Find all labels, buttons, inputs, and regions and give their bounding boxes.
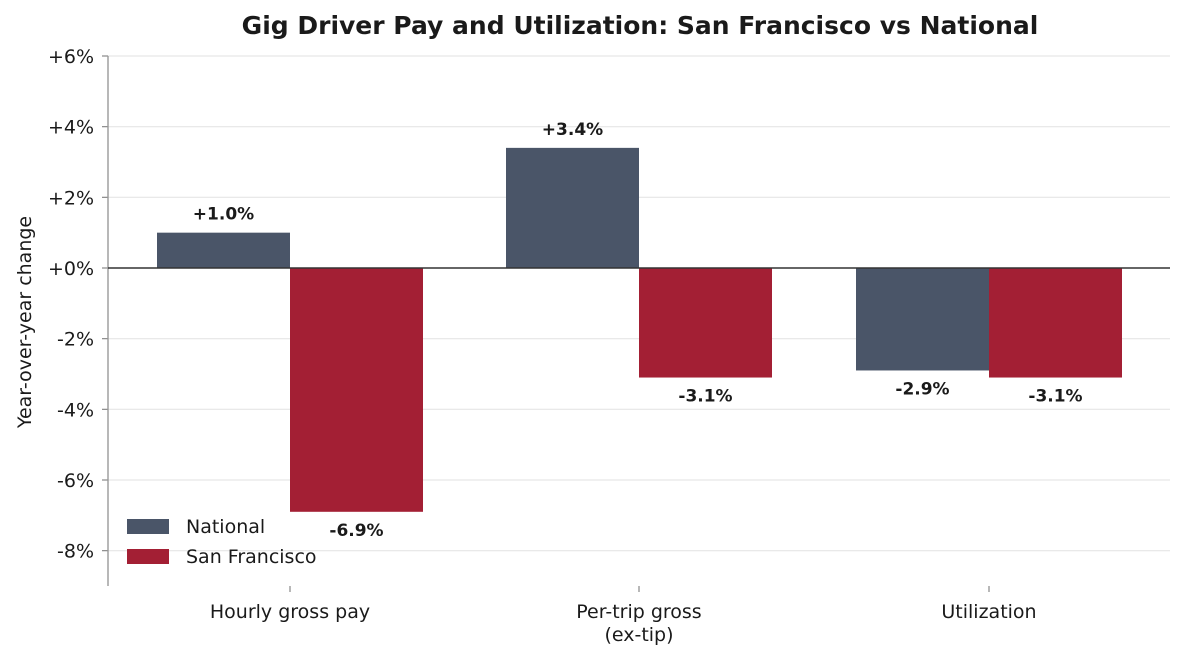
legend-swatch bbox=[127, 549, 169, 564]
data-label: -3.1% bbox=[678, 387, 732, 407]
y-tick-label: -8% bbox=[57, 541, 94, 563]
bars-layer bbox=[157, 147, 1122, 512]
y-tick-label: -2% bbox=[57, 329, 94, 351]
labels-layer: +1.0% +3.4% -2.9% -6.9% -3.1% -3.1% bbox=[193, 120, 1083, 541]
y-tick-label: +2% bbox=[48, 187, 94, 209]
legend-label: San Francisco bbox=[186, 546, 317, 568]
data-label: +3.4% bbox=[542, 120, 603, 140]
bar bbox=[856, 268, 989, 371]
legend-label: National bbox=[186, 516, 265, 538]
axis-layer: +6% +4% +2% +0% -2% -4% -6% -8% Hourly gross pay… bbox=[48, 46, 1170, 646]
bar bbox=[639, 268, 772, 378]
bar bbox=[290, 268, 423, 512]
x-tick-label: Utilization bbox=[941, 601, 1036, 623]
x-tick-label: (ex-tip) bbox=[604, 624, 673, 646]
data-label: -2.9% bbox=[895, 379, 949, 399]
x-tick-label: Per-trip gross bbox=[576, 601, 701, 623]
y-tick-label: -6% bbox=[57, 470, 94, 492]
legend: National San Francisco bbox=[127, 516, 317, 568]
bar bbox=[157, 232, 290, 268]
bar bbox=[506, 147, 639, 268]
y-tick-label: +4% bbox=[48, 117, 94, 139]
y-tick-label: +0% bbox=[48, 258, 94, 280]
data-label: +1.0% bbox=[193, 205, 254, 225]
y-tick-label: -4% bbox=[57, 399, 94, 421]
x-tick-label: Hourly gross pay bbox=[210, 601, 370, 623]
y-tick-label: +6% bbox=[48, 46, 94, 68]
legend-swatch bbox=[127, 519, 169, 534]
data-label: -3.1% bbox=[1028, 387, 1082, 407]
data-label: -6.9% bbox=[329, 521, 383, 541]
y-axis-label: Year-over-year change bbox=[14, 216, 36, 429]
bar bbox=[989, 268, 1122, 378]
chart-title: Gig Driver Pay and Utilization: San Fran… bbox=[242, 11, 1039, 40]
